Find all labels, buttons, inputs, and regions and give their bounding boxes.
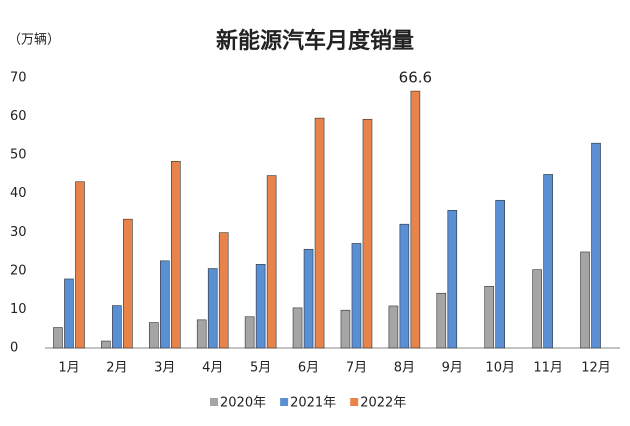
bar	[53, 327, 63, 349]
x-tick-label: 1月	[58, 361, 79, 376]
bar	[196, 319, 207, 349]
y-tick-label: 50	[10, 148, 27, 163]
bar	[388, 305, 399, 349]
bar	[303, 248, 314, 349]
bar	[532, 269, 542, 349]
x-tick-label: 5月	[250, 361, 271, 376]
bar	[410, 90, 421, 349]
bar	[112, 305, 122, 349]
value-label: 66.6	[399, 69, 432, 87]
chart-title: 新能源汽车月度销量	[216, 28, 414, 54]
bar	[292, 307, 303, 349]
bar	[255, 263, 266, 349]
bar	[123, 218, 133, 349]
bar	[218, 232, 229, 349]
bar	[75, 181, 85, 349]
bar	[362, 118, 373, 349]
bar	[314, 117, 325, 349]
bar	[148, 322, 159, 349]
y-tick-label: 10	[10, 302, 27, 317]
bar	[101, 340, 111, 349]
x-tick-label: 9月	[442, 361, 463, 376]
y-tick-label: 30	[10, 225, 27, 240]
bar	[170, 161, 181, 349]
x-tick-label: 12月	[581, 361, 611, 376]
bar	[399, 223, 410, 349]
bar	[447, 210, 458, 349]
bar	[159, 260, 170, 349]
x-tick-label: 8月	[394, 361, 415, 376]
bar	[207, 268, 218, 349]
x-tick-label: 3月	[154, 361, 175, 376]
x-tick-label: 2月	[106, 361, 127, 376]
bar	[64, 278, 74, 349]
x-tick-label: 11月	[533, 361, 563, 376]
bar	[436, 292, 447, 349]
legend-swatch	[280, 398, 289, 406]
legend-label: 2021年	[290, 396, 336, 411]
x-tick-label: 6月	[298, 361, 319, 376]
y-tick-label: 60	[10, 109, 27, 124]
bar	[351, 243, 362, 349]
y-tick-label: 0	[10, 341, 18, 356]
legend-swatch	[210, 398, 218, 406]
bar	[591, 142, 601, 349]
legend-label: 2022年	[360, 396, 406, 411]
legend-swatch	[350, 398, 359, 406]
bar	[484, 285, 495, 349]
bar	[495, 199, 506, 349]
y-tick-label: 70	[10, 71, 27, 86]
y-tick-label: 20	[10, 263, 27, 278]
bar	[580, 251, 590, 349]
unit-label: （万辆）	[8, 33, 60, 48]
y-tick-label: 40	[10, 186, 27, 201]
bar	[340, 309, 351, 349]
x-tick-label: 4月	[202, 361, 223, 376]
bar	[543, 174, 553, 349]
x-tick-label: 10月	[485, 361, 515, 376]
bar	[244, 316, 255, 349]
x-tick-label: 7月	[346, 361, 367, 376]
legend-label: 2020年	[220, 396, 266, 411]
bar	[266, 175, 277, 349]
